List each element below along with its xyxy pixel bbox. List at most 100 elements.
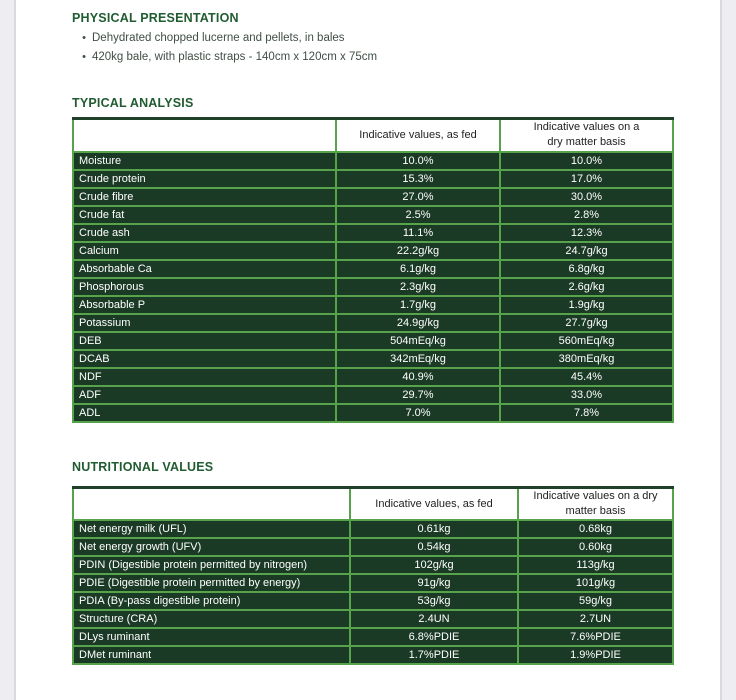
dry-matter-value-cell: 27.7g/kg [499,312,674,333]
as-fed-value-cell: 1.7g/kg [335,294,501,315]
dry-matter-value-cell: 10.0% [499,150,674,171]
table-row: PDIN (Digestible protein permitted by ni… [72,555,674,575]
table-row: Structure (CRA) 2.4UN 2.7UN [72,609,674,629]
header-cell-as-fed: Indicative values, as fed [349,486,519,521]
row-label-cell: DMet ruminant [72,645,351,665]
row-label-cell: DLys ruminant [72,627,351,647]
dry-matter-value-cell: 2.7UN [517,609,674,629]
dry-matter-value-cell: 12.3% [499,222,674,243]
row-label-cell: PDIA (By-pass digestible protein) [72,591,351,611]
row-label-cell: Net energy growth (UFV) [72,537,351,557]
dry-matter-value-cell: 6.8g/kg [499,258,674,279]
dry-matter-value-cell: 30.0% [499,186,674,207]
dry-matter-value-cell: 380mEq/kg [499,348,674,369]
as-fed-value-cell: 2.5% [335,204,501,225]
row-label-cell: Absorbable Ca [72,258,337,279]
table-row: Moisture 10.0% 10.0% [72,150,674,171]
as-fed-value-cell: 6.8%PDIE [349,627,519,647]
row-label-cell: Potassium [72,312,337,333]
dry-matter-value-cell: 1.9g/kg [499,294,674,315]
bullet-dot-icon: • [82,51,86,63]
table-row: ADF 29.7% 33.0% [72,384,674,405]
bullet-text: 420kg bale, with plastic straps - 140cm … [92,51,378,63]
table-row: Net energy milk (UFL) 0.61kg 0.68kg [72,519,674,539]
physical-presentation-heading: PHYSICAL PRESENTATION [72,11,239,25]
table-row: DCAB 342mEq/kg 380mEq/kg [72,348,674,369]
table-row: Crude ash 11.1% 12.3% [72,222,674,243]
dry-matter-value-cell: 0.60kg [517,537,674,557]
as-fed-value-cell: 342mEq/kg [335,348,501,369]
as-fed-value-cell: 24.9g/kg [335,312,501,333]
row-label-cell: Moisture [72,150,337,171]
typical-analysis-header-row: Indicative values, as fed Indicative val… [72,117,674,153]
bullet-dot-icon: • [82,32,86,44]
table-row: Absorbable P 1.7g/kg 1.9g/kg [72,294,674,315]
dry-matter-value-cell: 7.6%PDIE [517,627,674,647]
as-fed-value-cell: 6.1g/kg [335,258,501,279]
table-row: NDF 40.9% 45.4% [72,366,674,387]
table-row: Potassium 24.9g/kg 27.7g/kg [72,312,674,333]
bullet-item: • Dehydrated chopped lucerne and pellets… [76,29,377,48]
row-label-cell: Crude fibre [72,186,337,207]
row-label-cell: ADL [72,402,337,423]
row-label-cell: PDIE (Digestible protein permitted by en… [72,573,351,593]
row-label-cell: NDF [72,366,337,387]
bullet-text: Dehydrated chopped lucerne and pellets, … [92,32,345,44]
dry-matter-value-cell: 7.8% [499,402,674,423]
as-fed-value-cell: 0.54kg [349,537,519,557]
as-fed-value-cell: 11.1% [335,222,501,243]
dry-matter-value-cell: 24.7g/kg [499,240,674,261]
table-row: PDIE (Digestible protein permitted by en… [72,573,674,593]
as-fed-value-cell: 504mEq/kg [335,330,501,351]
row-label-cell: DEB [72,330,337,351]
table-row: DMet ruminant 1.7%PDIE 1.9%PDIE [72,645,674,665]
dry-matter-value-cell: 17.0% [499,168,674,189]
as-fed-value-cell: 40.9% [335,366,501,387]
table-row: Calcium 22.2g/kg 24.7g/kg [72,240,674,261]
row-label-cell: ADF [72,384,337,405]
document-page: PHYSICAL PRESENTATION • Dehydrated chopp… [14,0,722,700]
dry-matter-value-cell: 33.0% [499,384,674,405]
as-fed-value-cell: 7.0% [335,402,501,423]
dry-matter-value-cell: 113g/kg [517,555,674,575]
as-fed-value-cell: 29.7% [335,384,501,405]
dry-matter-value-cell: 59g/kg [517,591,674,611]
table-row: ADL 7.0% 7.8% [72,402,674,423]
typical-analysis-heading: TYPICAL ANALYSIS [72,96,194,110]
row-label-cell: Net energy milk (UFL) [72,519,351,539]
bullet-item: • 420kg bale, with plastic straps - 140c… [76,48,377,67]
as-fed-value-cell: 102g/kg [349,555,519,575]
row-label-cell: Crude ash [72,222,337,243]
header-cell-dry-matter: Indicative values on a dry matter basis [517,486,674,521]
table-row: Net energy growth (UFV) 0.54kg 0.60kg [72,537,674,557]
dry-matter-value-cell: 45.4% [499,366,674,387]
row-label-cell: DCAB [72,348,337,369]
header-cell-blank [72,486,351,521]
as-fed-value-cell: 2.3g/kg [335,276,501,297]
as-fed-value-cell: 91g/kg [349,573,519,593]
row-label-cell: Crude fat [72,204,337,225]
dry-matter-value-cell: 101g/kg [517,573,674,593]
as-fed-value-cell: 15.3% [335,168,501,189]
nutritional-values-heading: NUTRITIONAL VALUES [72,460,214,474]
physical-presentation-bullet-list: • Dehydrated chopped lucerne and pellets… [76,29,377,67]
table-row: Crude fat 2.5% 2.8% [72,204,674,225]
row-label-cell: Phosphorous [72,276,337,297]
row-label-cell: Calcium [72,240,337,261]
table-row: Phosphorous 2.3g/kg 2.6g/kg [72,276,674,297]
header-cell-blank [72,117,337,153]
dry-matter-value-cell: 560mEq/kg [499,330,674,351]
row-label-cell: Structure (CRA) [72,609,351,629]
row-label-cell: Crude protein [72,168,337,189]
as-fed-value-cell: 10.0% [335,150,501,171]
header-cell-as-fed: Indicative values, as fed [335,117,501,153]
as-fed-value-cell: 1.7%PDIE [349,645,519,665]
header-cell-dry-matter: Indicative values on a dry matter basis [499,117,674,153]
as-fed-value-cell: 27.0% [335,186,501,207]
nutritional-values-table: Indicative values, as fed Indicative val… [72,486,674,665]
typical-analysis-table: Indicative values, as fed Indicative val… [72,117,674,423]
table-row: DLys ruminant 6.8%PDIE 7.6%PDIE [72,627,674,647]
row-label-cell: PDIN (Digestible protein permitted by ni… [72,555,351,575]
dry-matter-value-cell: 1.9%PDIE [517,645,674,665]
as-fed-value-cell: 0.61kg [349,519,519,539]
